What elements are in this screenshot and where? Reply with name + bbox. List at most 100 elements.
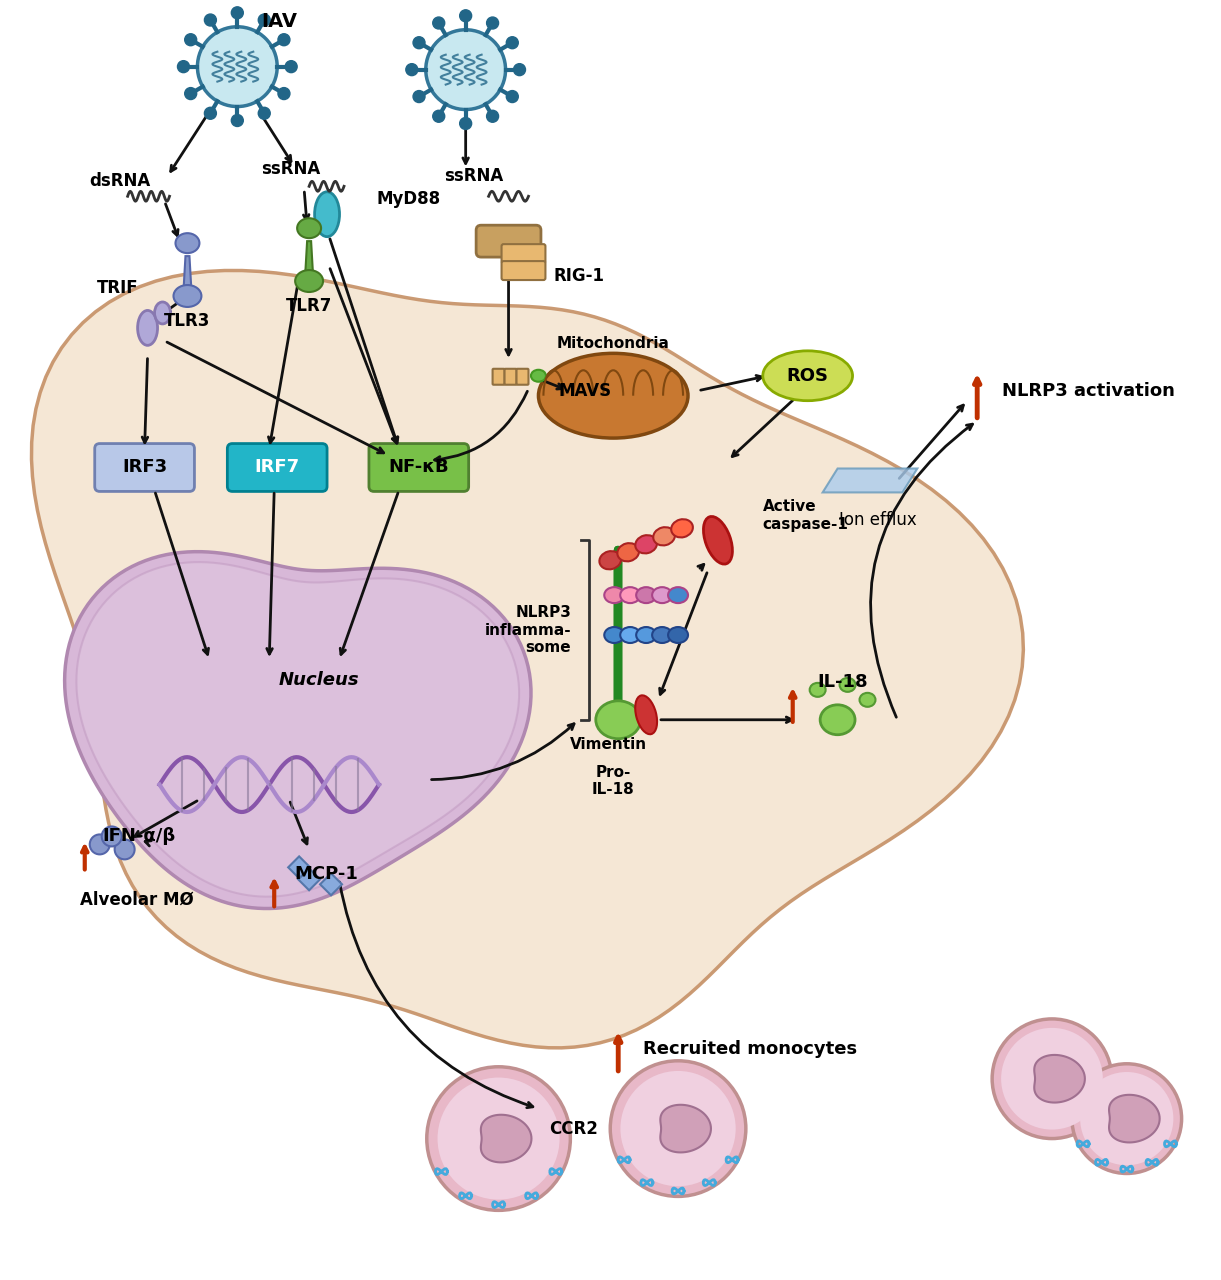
Text: Nucleus: Nucleus — [278, 671, 359, 689]
FancyBboxPatch shape — [504, 369, 516, 385]
Circle shape — [993, 1019, 1112, 1139]
Circle shape — [259, 14, 270, 26]
Circle shape — [459, 118, 471, 129]
Text: Mitochondria: Mitochondria — [557, 335, 669, 351]
Circle shape — [278, 33, 289, 46]
Text: MAVS: MAVS — [558, 381, 612, 399]
Circle shape — [259, 108, 270, 119]
Ellipse shape — [315, 192, 339, 237]
Text: Recruited monocytes: Recruited monocytes — [643, 1039, 857, 1057]
Text: IRF7: IRF7 — [255, 458, 300, 476]
Circle shape — [1081, 1073, 1173, 1165]
Ellipse shape — [653, 527, 675, 545]
Circle shape — [620, 1071, 736, 1187]
Circle shape — [101, 827, 122, 846]
Ellipse shape — [604, 627, 624, 643]
Ellipse shape — [821, 705, 855, 735]
Circle shape — [426, 29, 505, 110]
Circle shape — [432, 17, 444, 29]
Text: NLRP3 activation: NLRP3 activation — [1002, 381, 1175, 399]
Text: CCR2: CCR2 — [549, 1120, 598, 1138]
Text: IRF3: IRF3 — [122, 458, 167, 476]
Text: IL-18: IL-18 — [818, 673, 868, 691]
Circle shape — [413, 91, 425, 102]
Text: ssRNA: ssRNA — [261, 160, 321, 178]
Ellipse shape — [173, 285, 201, 307]
Ellipse shape — [636, 627, 656, 643]
Circle shape — [1001, 1028, 1103, 1129]
Circle shape — [231, 114, 243, 127]
Ellipse shape — [297, 218, 321, 238]
Circle shape — [89, 835, 110, 854]
Circle shape — [1072, 1064, 1182, 1174]
Ellipse shape — [138, 311, 158, 346]
Text: IAV: IAV — [261, 12, 297, 31]
Ellipse shape — [604, 588, 624, 603]
Ellipse shape — [176, 233, 199, 253]
Text: RIG-1: RIG-1 — [553, 268, 604, 285]
Polygon shape — [481, 1115, 531, 1162]
FancyBboxPatch shape — [369, 444, 469, 492]
FancyBboxPatch shape — [502, 261, 546, 280]
Ellipse shape — [840, 678, 856, 692]
Ellipse shape — [531, 370, 546, 381]
Ellipse shape — [635, 535, 657, 553]
Circle shape — [432, 110, 444, 123]
Polygon shape — [1034, 1055, 1085, 1102]
Circle shape — [115, 840, 134, 859]
Circle shape — [184, 33, 197, 46]
Polygon shape — [823, 468, 917, 493]
Text: MCP-1: MCP-1 — [294, 865, 358, 883]
Ellipse shape — [538, 353, 687, 438]
Text: NLRP3
inflamma-
some: NLRP3 inflamma- some — [485, 605, 571, 655]
Ellipse shape — [703, 516, 733, 564]
FancyBboxPatch shape — [95, 444, 194, 492]
Ellipse shape — [295, 270, 324, 292]
Ellipse shape — [620, 588, 640, 603]
Polygon shape — [1109, 1094, 1160, 1143]
Circle shape — [231, 6, 243, 19]
Text: TLR7: TLR7 — [286, 297, 332, 315]
Circle shape — [487, 17, 498, 29]
Ellipse shape — [600, 552, 621, 570]
Text: Active
caspase-1: Active caspase-1 — [763, 499, 849, 531]
Circle shape — [405, 64, 418, 76]
Circle shape — [514, 64, 525, 76]
Ellipse shape — [668, 588, 687, 603]
Circle shape — [507, 37, 518, 49]
Text: Ion efflux: Ion efflux — [839, 511, 916, 530]
Ellipse shape — [596, 701, 641, 739]
Text: Pro-
IL-18: Pro- IL-18 — [592, 764, 635, 797]
Polygon shape — [77, 562, 519, 896]
Circle shape — [204, 14, 216, 26]
Polygon shape — [32, 270, 1023, 1048]
Text: NF-κB: NF-κB — [388, 458, 449, 476]
Ellipse shape — [860, 692, 875, 707]
Text: TLR3: TLR3 — [165, 312, 211, 330]
Circle shape — [437, 1078, 559, 1199]
Text: Alveolar MØ: Alveolar MØ — [79, 891, 193, 909]
Circle shape — [198, 27, 277, 106]
Text: TRIF: TRIF — [96, 279, 138, 297]
Ellipse shape — [672, 520, 692, 538]
Ellipse shape — [763, 351, 852, 401]
Circle shape — [610, 1061, 746, 1197]
FancyBboxPatch shape — [492, 369, 504, 385]
Text: ROS: ROS — [786, 367, 829, 385]
Text: Vimentin: Vimentin — [570, 737, 647, 753]
Ellipse shape — [155, 302, 171, 324]
Circle shape — [487, 110, 498, 123]
Circle shape — [278, 87, 289, 100]
Polygon shape — [65, 552, 531, 909]
FancyBboxPatch shape — [516, 369, 529, 385]
Text: MyD88: MyD88 — [377, 191, 441, 209]
Circle shape — [459, 10, 471, 22]
Circle shape — [427, 1066, 570, 1211]
Circle shape — [177, 60, 189, 73]
Circle shape — [184, 87, 197, 100]
FancyBboxPatch shape — [227, 444, 327, 492]
Ellipse shape — [652, 588, 672, 603]
Ellipse shape — [810, 682, 825, 696]
Polygon shape — [305, 241, 313, 276]
Ellipse shape — [652, 627, 672, 643]
